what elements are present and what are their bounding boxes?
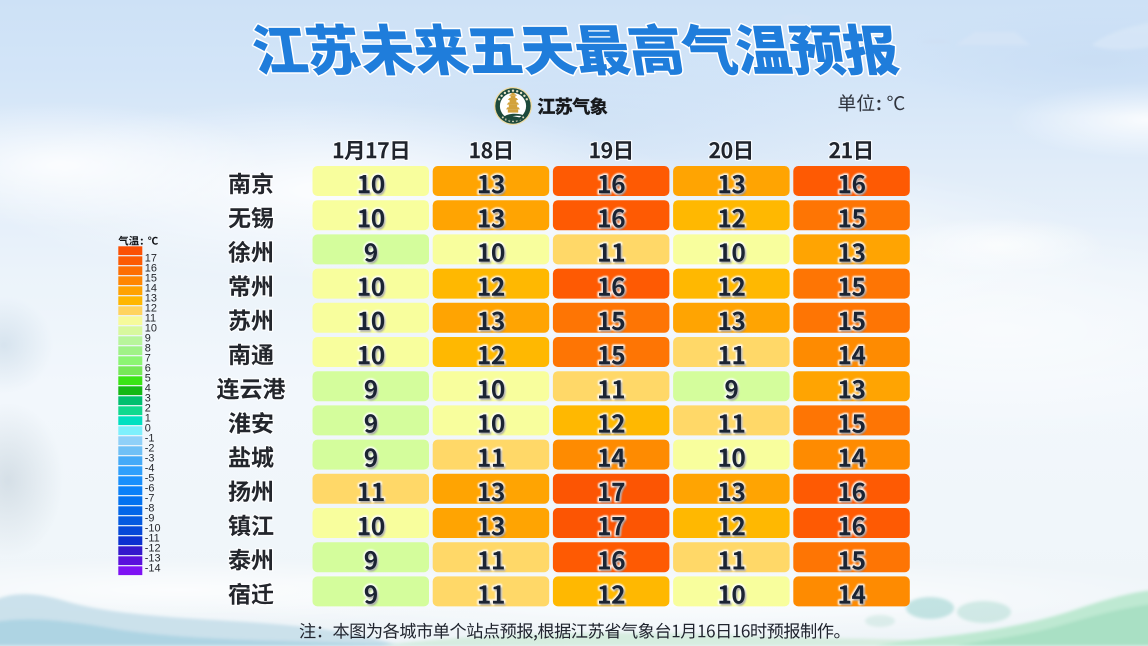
svg-text:8: 8: [145, 343, 151, 355]
svg-text:4: 4: [145, 383, 151, 395]
svg-text:-3: -3: [145, 453, 155, 465]
svg-text:-9: -9: [145, 513, 155, 525]
svg-text:-1: -1: [145, 433, 155, 445]
svg-text:15: 15: [145, 273, 157, 285]
svg-text:-8: -8: [145, 503, 155, 515]
svg-text:-4: -4: [145, 463, 155, 475]
svg-text:-2: -2: [145, 443, 155, 455]
svg-text:14: 14: [145, 283, 157, 295]
svg-text:1: 1: [145, 413, 151, 425]
svg-text:-11: -11: [145, 533, 160, 545]
svg-text:-14: -14: [145, 563, 161, 575]
svg-text:11: 11: [145, 313, 156, 325]
svg-text:-5: -5: [145, 473, 155, 485]
svg-text:2: 2: [145, 403, 151, 415]
svg-text:12: 12: [145, 303, 157, 315]
svg-text:-6: -6: [145, 483, 155, 495]
svg-text:17: 17: [145, 253, 157, 265]
svg-text:0: 0: [145, 423, 151, 435]
svg-text:10: 10: [145, 323, 157, 335]
svg-text:-13: -13: [145, 553, 161, 565]
svg-text:6: 6: [145, 363, 151, 375]
svg-text:5: 5: [145, 373, 151, 385]
svg-text:-7: -7: [145, 493, 155, 505]
svg-text:-10: -10: [145, 523, 161, 535]
svg-text:16: 16: [145, 263, 157, 275]
svg-text:9: 9: [145, 333, 151, 345]
svg-text:3: 3: [145, 393, 151, 405]
svg-text:13: 13: [145, 293, 157, 305]
svg-text:7: 7: [145, 353, 151, 365]
svg-text:-12: -12: [145, 543, 161, 555]
